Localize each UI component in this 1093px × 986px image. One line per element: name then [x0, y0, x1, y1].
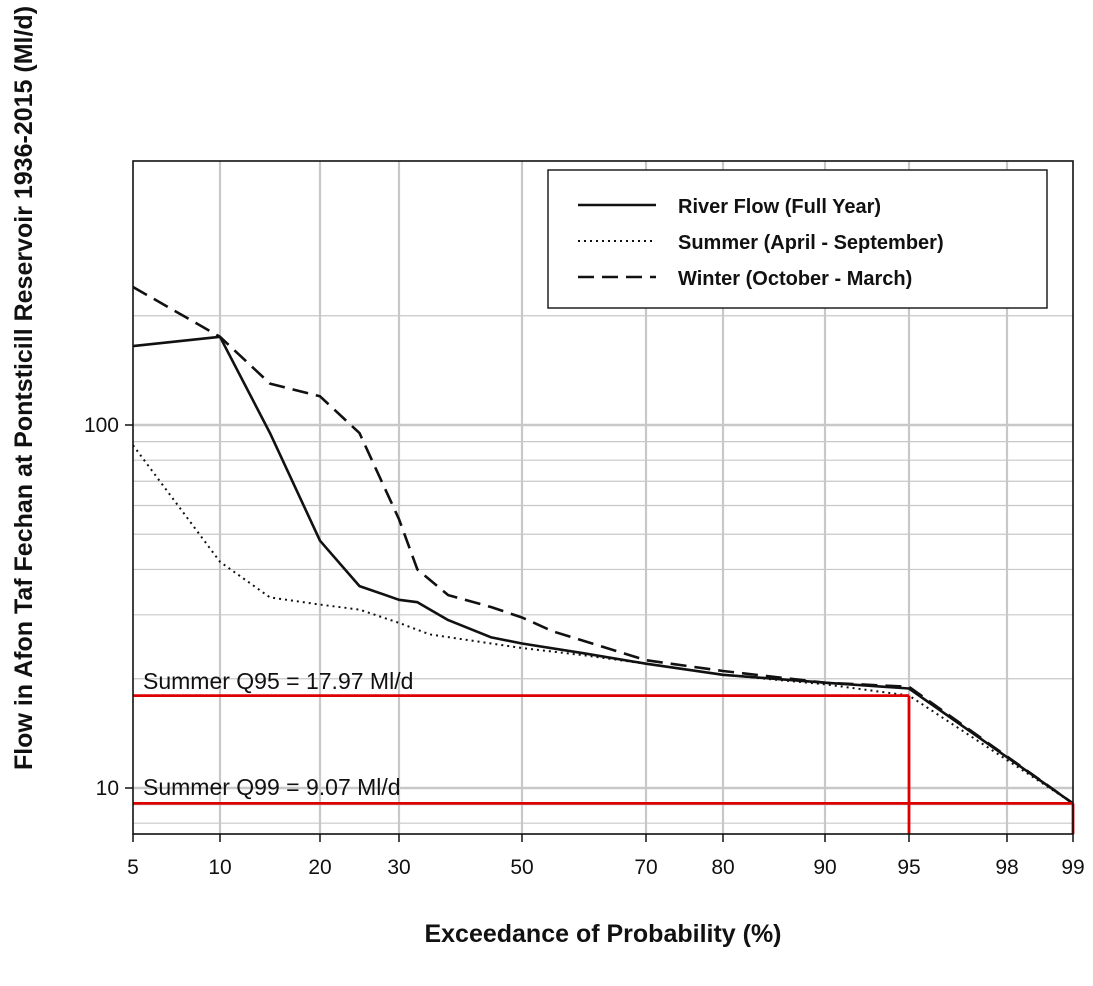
y-tick-label: 10: [96, 777, 119, 800]
series-line-solid: [132, 335, 1074, 805]
legend-label-winter: Winter (October - March): [678, 268, 912, 290]
series-layer: [132, 285, 1074, 805]
annotation-summer-q99: Summer Q99 = 9.07 Ml/d: [143, 774, 401, 800]
y-axis-ticks: 10 100: [84, 414, 133, 800]
x-tick-label: 50: [510, 856, 533, 879]
legend-label-summer: Summer (April - September): [678, 232, 944, 254]
x-tick-label: 80: [711, 856, 734, 879]
x-tick-label: 90: [813, 856, 836, 879]
x-tick-label: 5: [127, 856, 139, 879]
x-tick-label: 30: [387, 856, 410, 879]
x-tick-label: 98: [995, 856, 1018, 879]
plot-frame: [132, 160, 1074, 835]
x-axis-title: Exceedance of Probability (%): [424, 920, 781, 948]
y-axis-title: Flow in Afon Taf Fechan at Pontsticill R…: [10, 6, 38, 770]
x-tick-label: 20: [308, 856, 331, 879]
annotation-summer-q95: Summer Q95 = 17.97 Ml/d: [143, 668, 413, 694]
legend: River Flow (Full Year) Summer (April - S…: [547, 169, 1048, 309]
series-line-dotted: [132, 444, 1074, 805]
x-tick-label: 10: [208, 856, 231, 879]
x-tick-label: 70: [634, 856, 657, 879]
legend-box: [547, 169, 1048, 309]
legend-label-full-year: River Flow (Full Year): [678, 196, 881, 218]
reference-lines-layer: [133, 694, 1075, 834]
x-axis-ticks: 5 10 20 30 50 70 80 90 95 98 99: [127, 834, 1085, 879]
y-tick-label: 100: [84, 414, 119, 437]
x-tick-label: 95: [897, 856, 920, 879]
series-line-dashed: [132, 285, 1074, 805]
x-tick-label: 99: [1061, 856, 1084, 879]
